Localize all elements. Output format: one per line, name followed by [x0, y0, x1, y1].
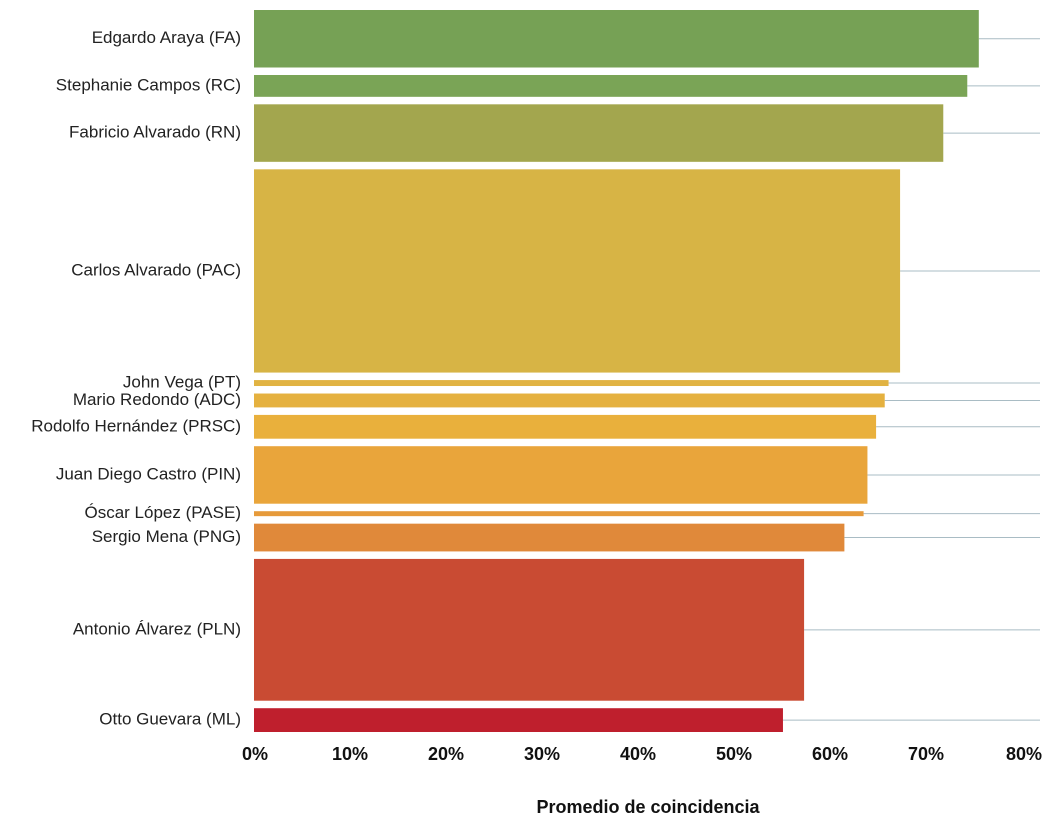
category-label: John Vega (PT) — [123, 373, 241, 392]
category-label: Carlos Alvarado (PAC) — [71, 260, 241, 279]
category-label: Otto Guevara (ML) — [99, 710, 241, 729]
bar — [254, 104, 944, 162]
bar — [254, 393, 885, 408]
bars — [254, 10, 979, 732]
x-tick-label: 40% — [620, 744, 656, 764]
bar — [254, 169, 901, 373]
category-label: Fabricio Alvarado (RN) — [69, 123, 241, 142]
x-tick-label: 50% — [716, 744, 752, 764]
category-label: Mario Redondo (ADC) — [73, 390, 241, 409]
x-axis-title: Promedio de coincidencia — [536, 797, 760, 817]
x-tick-label: 80% — [1006, 744, 1042, 764]
category-label: Antonio Álvarez (PLN) — [73, 619, 241, 638]
category-label: Sergio Mena (PNG) — [92, 527, 241, 546]
guide-lines — [782, 38, 1040, 721]
bar — [254, 558, 805, 701]
bar — [254, 414, 877, 439]
bar — [254, 523, 845, 552]
x-tick-label: 30% — [524, 744, 560, 764]
category-labels: Edgardo Araya (FA) Stephanie Campos (RC) F… — [31, 28, 241, 728]
x-tick-label: 60% — [812, 744, 848, 764]
x-tick-label: 20% — [428, 744, 464, 764]
category-label: Edgardo Araya (FA) — [92, 28, 241, 47]
x-tick-label: 10% — [332, 744, 368, 764]
category-label: Rodolfo Hernández (PRSC) — [31, 416, 241, 435]
bar — [254, 511, 864, 517]
bar — [254, 10, 979, 68]
category-label: Stephanie Campos (RC) — [56, 75, 241, 94]
bar — [254, 75, 968, 97]
x-tick-label: 0% — [242, 744, 268, 764]
x-tick-label: 70% — [908, 744, 944, 764]
category-label: Óscar López (PASE) — [84, 503, 241, 522]
x-tick-labels: 0% 10% 20% 30% 40% 50% 60% 70% 80% — [242, 744, 1042, 764]
bar — [254, 380, 889, 387]
bar — [254, 708, 783, 732]
bar — [254, 446, 868, 504]
category-label: Juan Diego Castro (PIN) — [56, 464, 241, 483]
